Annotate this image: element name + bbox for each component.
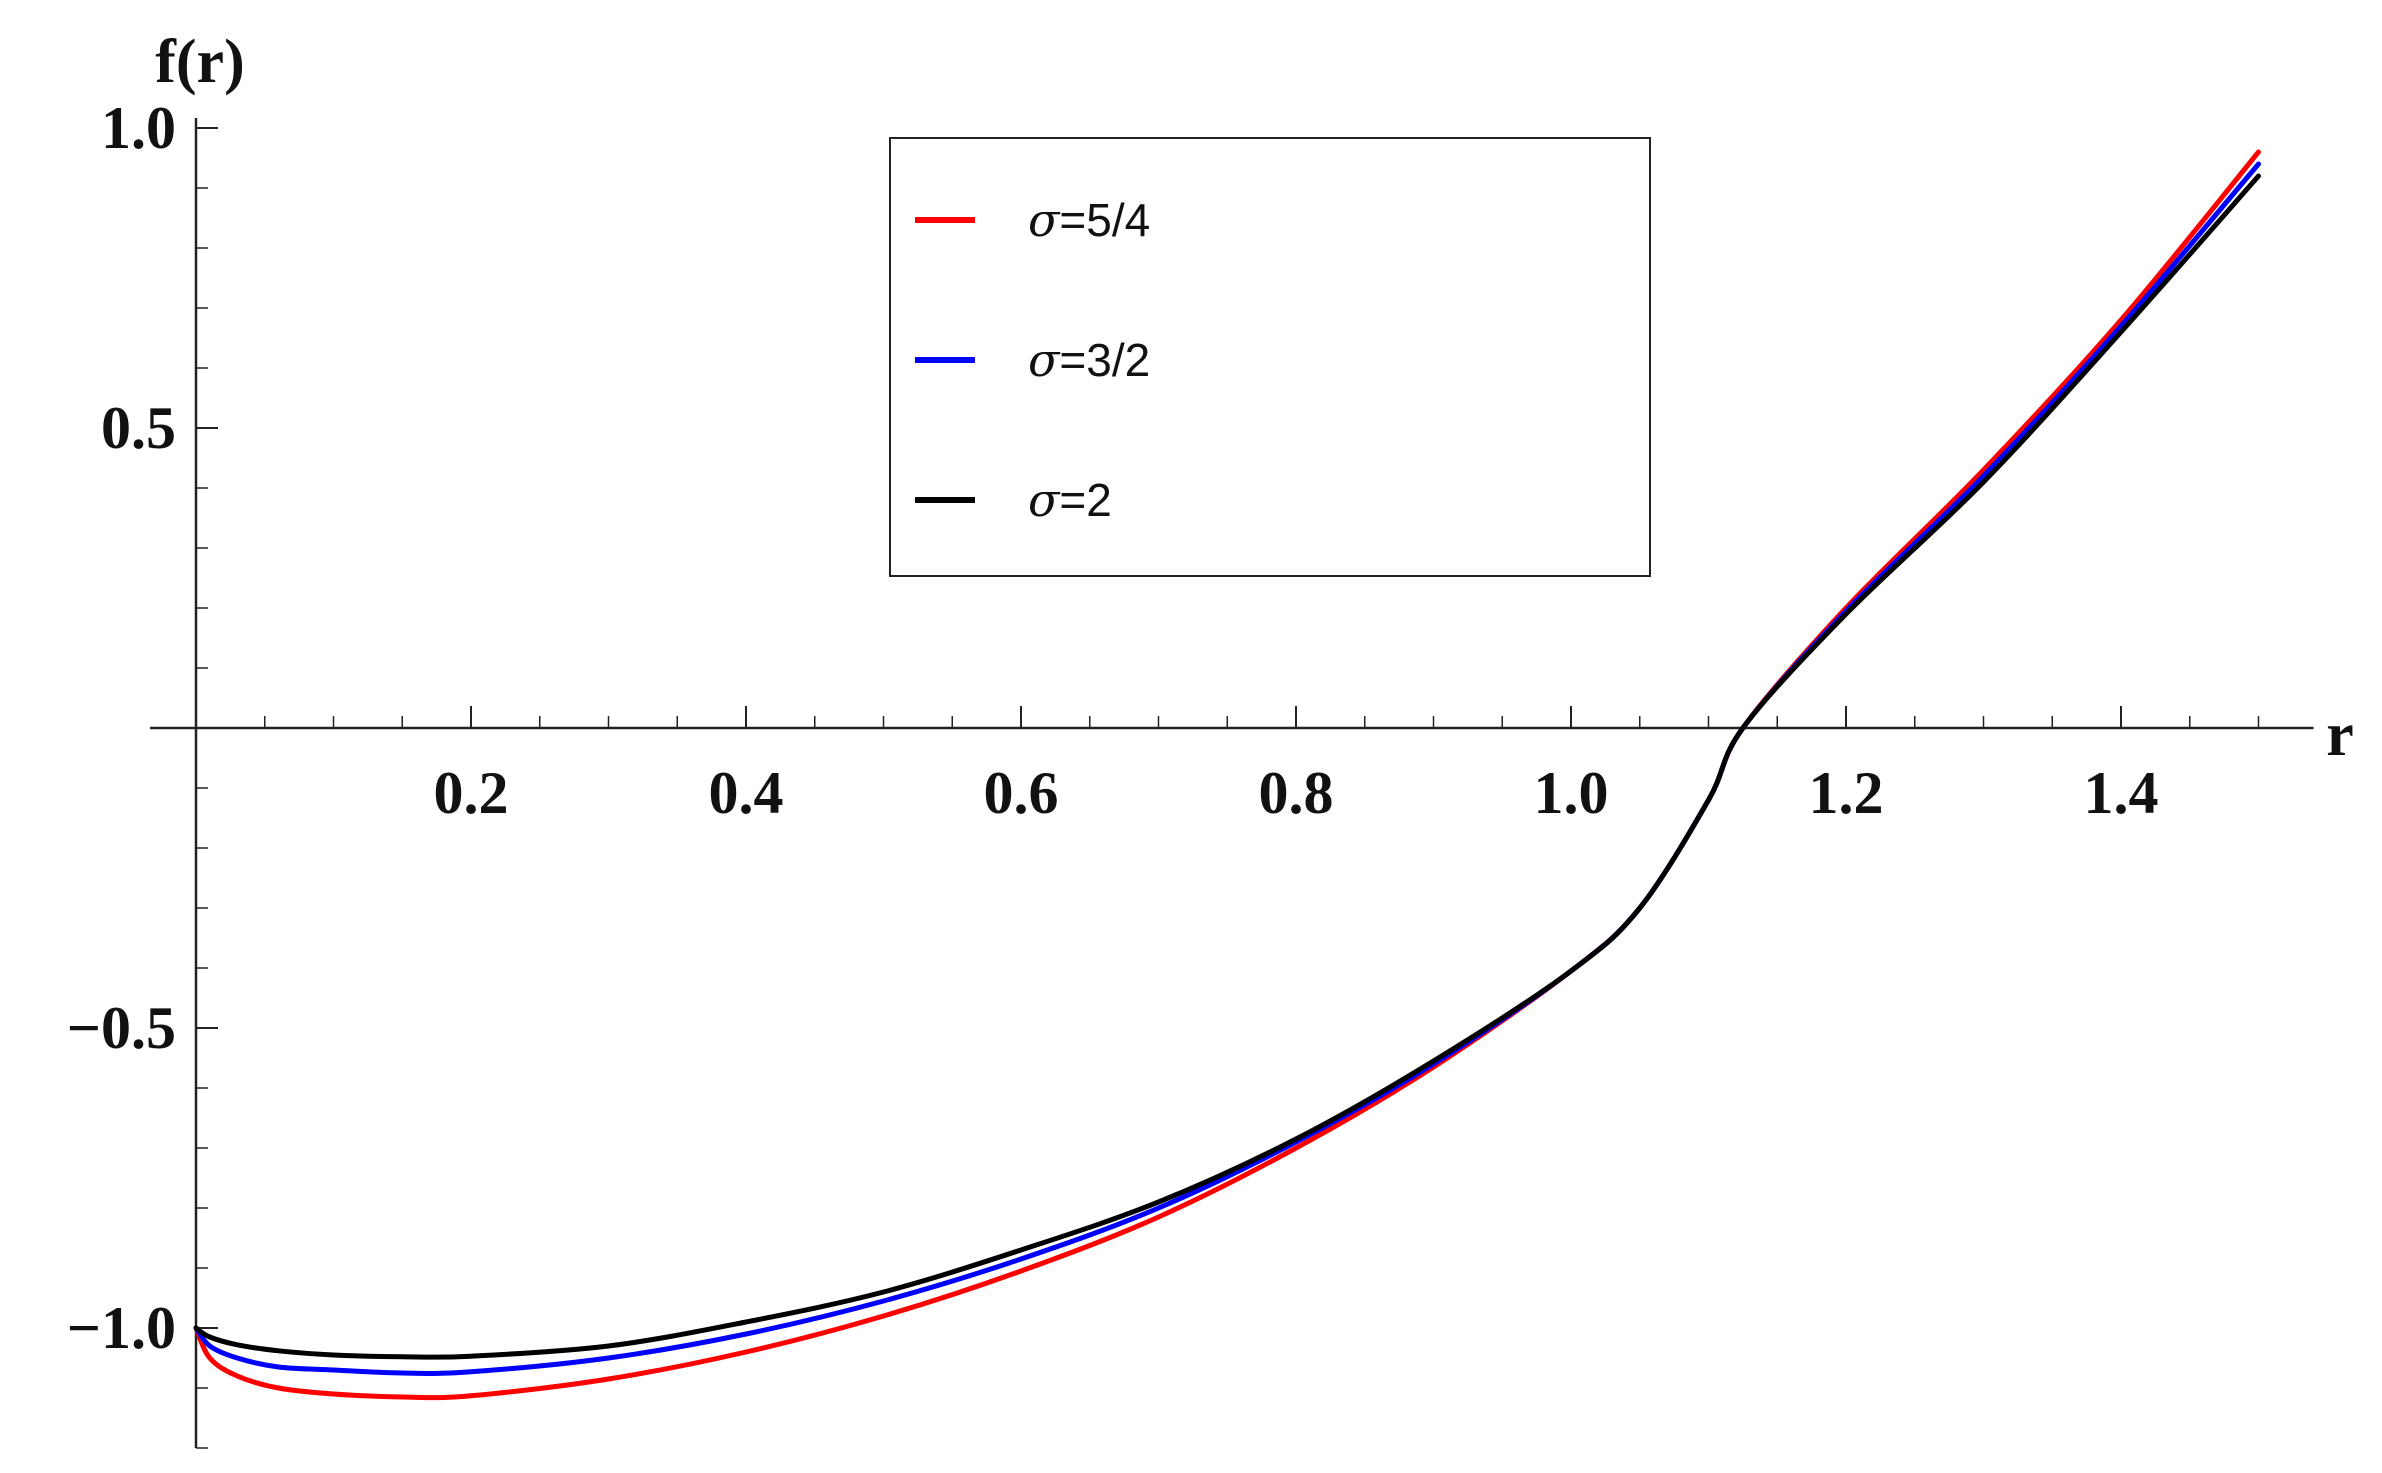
series-line-3 [193, 173, 2261, 1360]
major-ticks [196, 127, 2122, 1329]
legend-value: =3/2 [1059, 334, 1150, 386]
y-tick-label: 0.5 [101, 395, 176, 461]
minor-ticks [196, 187, 2260, 1449]
legend-symbol: σ [1028, 473, 1061, 527]
series-line-1 [193, 149, 2261, 1401]
series-layer [193, 149, 2261, 1401]
x-axis-title: r [2326, 701, 2354, 769]
x-tick-label: 0.6 [984, 760, 1059, 826]
x-tick-label: 0.4 [709, 760, 784, 826]
y-tick-label: 1.0 [101, 95, 176, 161]
legend-label: σ=5/4 [1028, 193, 1150, 247]
legend-symbol: σ [1028, 193, 1061, 247]
legend-label: σ=3/2 [1028, 333, 1150, 387]
x-tick-label: 0.2 [434, 760, 509, 826]
series-line-2 [193, 161, 2261, 1376]
legend-value: =2 [1059, 474, 1111, 526]
tick-labels: 0.2 0.4 0.6 0.8 1.0 1.2 1.4 −1.0 −0.5 0.5 1.0 [67, 95, 2159, 1361]
y-tick-label: −1.0 [67, 1295, 176, 1361]
legend-box [889, 137, 1651, 577]
y-tick-label: −0.5 [67, 995, 176, 1061]
legend-symbol: σ [1028, 333, 1061, 387]
legend-label: σ=2 [1028, 473, 1112, 527]
y-axis-title: f(r) [155, 28, 244, 96]
x-tick-label: 1.4 [2084, 760, 2159, 826]
x-tick-label: 1.2 [1809, 760, 1884, 826]
axes [150, 118, 2314, 1448]
legend: σ=5/4σ=3/2σ=2 [889, 137, 1651, 577]
x-tick-label: 0.8 [1259, 760, 1334, 826]
x-tick-label: 1.0 [1534, 760, 1609, 826]
legend-value: =5/4 [1059, 194, 1150, 246]
